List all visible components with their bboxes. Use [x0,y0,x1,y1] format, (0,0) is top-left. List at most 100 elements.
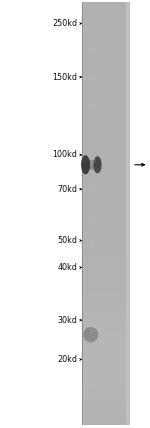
Text: W: W [88,47,96,56]
Bar [82,294,130,298]
Bar [82,209,130,214]
Bar [82,163,130,168]
Bar [82,301,130,305]
Bar [82,326,130,330]
Bar [82,2,83,425]
Bar [82,329,130,333]
Bar [82,128,130,132]
Bar [82,195,130,199]
Bar [82,111,130,115]
Bar [82,375,130,379]
Bar [82,86,130,90]
Bar [82,143,130,146]
Text: 250kd: 250kd [52,19,77,28]
Bar [82,318,130,322]
Text: C: C [90,325,95,334]
Bar [82,122,130,125]
Bar [82,241,130,245]
Bar [82,413,130,418]
Bar [82,139,130,143]
Bar [82,97,130,101]
Bar [82,185,130,189]
Bar [82,48,130,51]
Bar [82,297,130,301]
Bar [82,192,130,196]
Bar [82,403,130,407]
Bar [82,255,130,259]
Bar [82,399,130,404]
Text: A: A [90,214,95,223]
Bar [82,202,130,206]
Bar [82,276,130,280]
Bar [82,51,130,55]
Bar [82,54,130,59]
Bar [82,269,130,273]
Text: 50kd: 50kd [57,236,77,245]
Bar [82,343,130,347]
Bar [82,181,130,185]
Bar [82,93,130,97]
Ellipse shape [93,156,102,173]
Bar [82,350,130,354]
Bar [82,361,130,365]
Bar [82,378,130,382]
Bar [82,304,130,309]
Bar [82,68,130,73]
Bar [82,336,130,340]
Bar [82,231,130,235]
Bar [82,322,130,326]
Bar [82,157,130,160]
Bar [82,392,130,396]
Bar [82,19,130,23]
Bar [82,213,130,217]
Bar [82,287,130,291]
Text: .: . [91,130,93,140]
Bar [82,223,130,227]
Bar [82,386,130,389]
Bar [82,12,130,16]
Bar [82,149,130,154]
Ellipse shape [83,327,98,342]
Bar [82,125,130,129]
Bar [82,65,130,69]
Text: O: O [89,353,95,362]
Bar [82,421,130,425]
Bar [82,206,130,210]
Bar [82,58,130,62]
Bar [82,37,130,41]
Ellipse shape [82,160,100,169]
Text: B: B [90,241,95,251]
Text: 30kd: 30kd [57,315,77,325]
Bar [82,72,130,76]
Bar [82,368,130,372]
Bar [82,252,130,256]
Bar [82,266,130,270]
Bar [82,30,130,34]
Bar [82,347,130,351]
Bar [82,308,130,312]
Bar [82,188,130,192]
Bar [82,167,130,171]
Bar [82,280,130,284]
Bar [82,178,130,181]
Bar [82,410,130,414]
Bar [82,238,130,241]
Bar [82,245,130,249]
Text: W: W [88,74,96,84]
Bar [82,100,130,104]
Bar [82,357,130,361]
Bar [82,199,130,203]
Bar [82,382,130,386]
Bar [82,62,130,65]
Bar [82,33,130,37]
Bar [82,76,130,80]
Bar [82,136,130,140]
Bar [82,234,130,238]
Bar [82,273,130,277]
Text: 150kd: 150kd [52,72,77,82]
Bar [82,9,130,13]
Bar [82,146,130,150]
Text: W: W [88,102,96,112]
Text: G: G [89,186,95,195]
Bar [82,16,130,20]
